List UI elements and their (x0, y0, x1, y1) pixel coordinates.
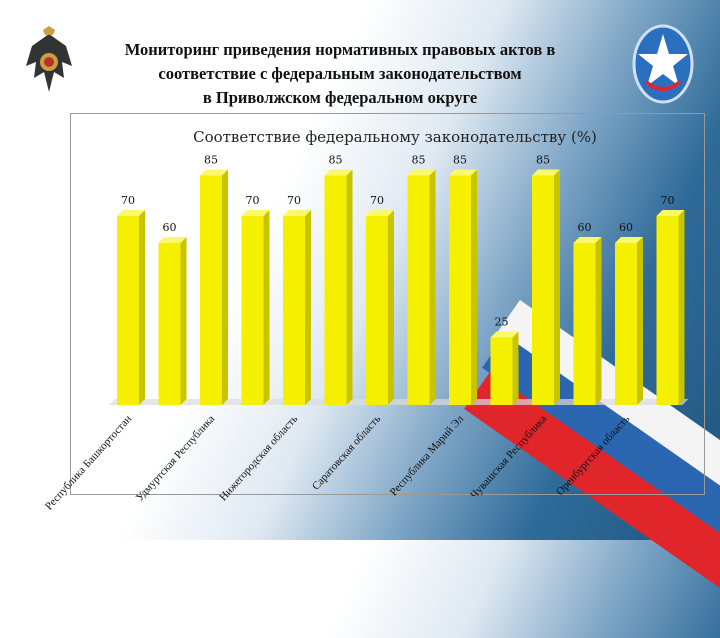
bar (158, 243, 181, 405)
chart-frame (70, 113, 705, 495)
bar-top (241, 210, 270, 216)
x-tick-label: Нижегородская область (217, 413, 300, 503)
data-label: 85 (204, 154, 218, 167)
x-tick-label: Оренбургская область (554, 413, 632, 498)
bar (449, 175, 471, 405)
bar-side (346, 169, 353, 405)
bar-top (324, 169, 353, 176)
bar-side (388, 210, 394, 405)
bar-side (222, 169, 228, 405)
bar-side (512, 331, 519, 405)
bar-top (200, 169, 228, 176)
data-label: 60 (578, 221, 592, 234)
bar (532, 175, 554, 405)
bar-top (573, 237, 602, 243)
bar-side (180, 237, 187, 405)
page-title: Мониторинг приведения нормативных правов… (90, 38, 590, 110)
coat-of-arms-logo (26, 26, 72, 92)
fcpsr-logo (632, 24, 694, 104)
data-label: 85 (536, 154, 550, 167)
x-tick-label: Удмуртская Республика (134, 413, 218, 504)
bar-side (554, 169, 560, 405)
data-label: 85 (412, 154, 426, 167)
bar (283, 216, 305, 405)
bar (490, 337, 513, 405)
title-line-2: соответствие с федеральным законодательс… (158, 64, 522, 83)
title-line-3: в Приволжском федеральном округе (202, 88, 478, 107)
bar-top (449, 169, 477, 176)
bar-top (532, 169, 560, 176)
bar (117, 216, 139, 405)
bar-side (595, 237, 602, 405)
bar-top (615, 237, 643, 243)
bar (656, 216, 679, 405)
data-label: 60 (163, 221, 177, 234)
bar-side (139, 210, 145, 405)
bar-top (490, 331, 519, 338)
data-label: 60 (619, 221, 633, 234)
bar (241, 216, 264, 405)
x-tick-label: Республика Марий Эл (388, 413, 467, 499)
bar-top (366, 210, 394, 216)
data-label: 70 (246, 194, 260, 207)
title-line-1: Мониторинг приведения нормативных правов… (124, 40, 556, 59)
bar-top (407, 169, 436, 176)
x-tick-label: Саратовская область (310, 413, 383, 493)
bar-side (678, 210, 685, 405)
bar-side (263, 210, 270, 405)
data-label: 85 (453, 154, 467, 167)
bar-chart: Соответствие федеральному законодательст… (43, 128, 689, 513)
bar-top (283, 210, 311, 216)
bar-side (471, 169, 477, 405)
data-label: 85 (329, 154, 343, 167)
data-label: 70 (121, 194, 135, 207)
bar (407, 175, 430, 405)
chart-title: Соответствие федеральному законодательст… (193, 128, 597, 146)
bar-top (158, 237, 187, 243)
bar (200, 175, 222, 405)
bar (573, 243, 596, 405)
bar (324, 175, 347, 405)
chart-floor (109, 399, 689, 405)
data-label: 25 (495, 316, 509, 329)
x-tick-label: Чувашская Республика (468, 413, 549, 501)
bar-top (656, 210, 685, 216)
data-label: 70 (287, 194, 301, 207)
data-label: 70 (370, 194, 384, 207)
bar-side (305, 210, 311, 405)
bar (366, 216, 388, 405)
data-label: 70 (661, 194, 675, 207)
x-tick-label: Республика Башкортостан (43, 413, 134, 513)
bar (615, 243, 637, 405)
bar-top (117, 210, 145, 216)
bar-side (637, 237, 643, 405)
bar-side (429, 169, 436, 405)
